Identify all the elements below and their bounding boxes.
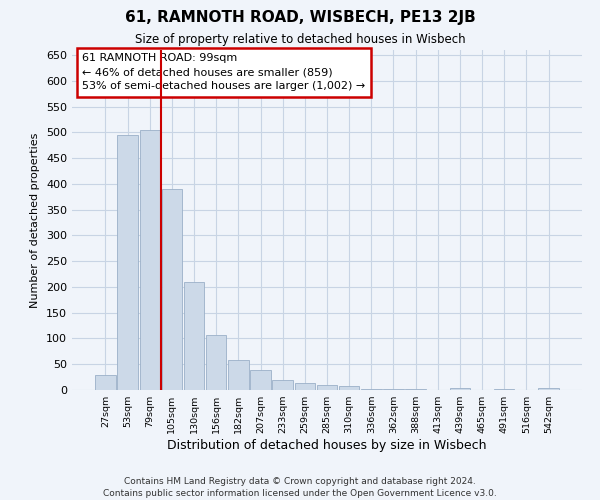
Bar [339, 386, 359, 390]
Bar [383, 389, 404, 390]
Bar [95, 374, 116, 390]
Text: Size of property relative to detached houses in Wisbech: Size of property relative to detached ho… [134, 32, 466, 46]
Bar [140, 130, 160, 390]
Text: 61, RAMNOTH ROAD, WISBECH, PE13 2JB: 61, RAMNOTH ROAD, WISBECH, PE13 2JB [125, 10, 475, 25]
Bar [361, 389, 382, 390]
Bar [538, 388, 559, 390]
Bar [494, 389, 514, 390]
Bar [250, 370, 271, 390]
Text: Contains HM Land Registry data © Crown copyright and database right 2024.
Contai: Contains HM Land Registry data © Crown c… [103, 476, 497, 498]
Bar [295, 383, 315, 390]
Bar [161, 189, 182, 390]
Bar [184, 282, 204, 390]
Bar [228, 360, 248, 390]
Bar [450, 388, 470, 390]
Y-axis label: Number of detached properties: Number of detached properties [31, 132, 40, 308]
X-axis label: Distribution of detached houses by size in Wisbech: Distribution of detached houses by size … [167, 439, 487, 452]
Bar [272, 380, 293, 390]
Bar [317, 385, 337, 390]
Text: 61 RAMNOTH ROAD: 99sqm
← 46% of detached houses are smaller (859)
53% of semi-de: 61 RAMNOTH ROAD: 99sqm ← 46% of detached… [82, 54, 365, 92]
Bar [118, 135, 138, 390]
Bar [206, 335, 226, 390]
